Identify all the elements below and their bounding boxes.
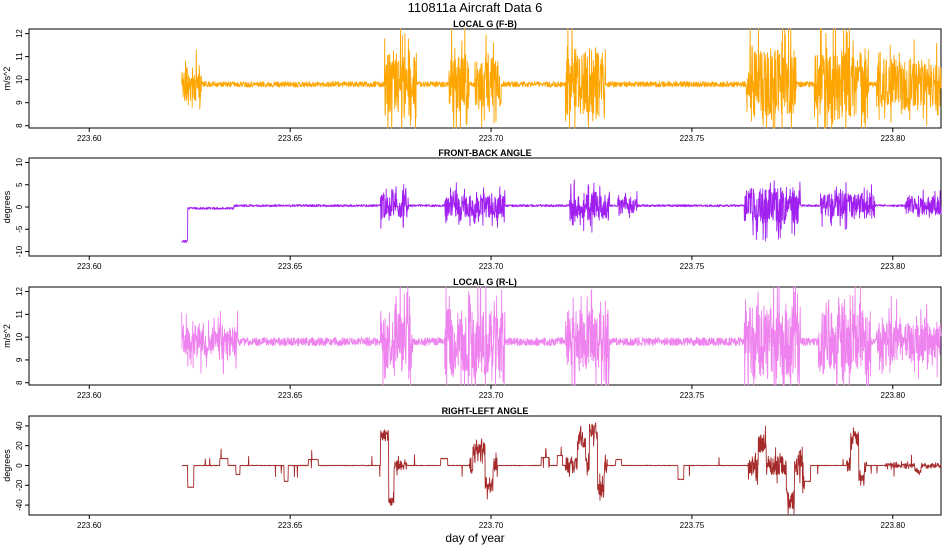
x-tick-label-0-2: 223.70 xyxy=(479,134,504,143)
x-tick-label-1-4: 223.80 xyxy=(881,262,906,271)
series-line-0 xyxy=(181,28,942,129)
series-line-3 xyxy=(181,422,942,516)
x-tick-label-2-4: 223.80 xyxy=(881,391,906,400)
x-tick-label-2-2: 223.70 xyxy=(479,391,504,400)
x-tick-label-3-4: 223.80 xyxy=(881,521,906,530)
y-tick-label-2-2: 10 xyxy=(15,332,24,341)
x-tick-label-1-3: 223.75 xyxy=(680,262,705,271)
y-tick-label-3-2: 0 xyxy=(15,463,24,468)
panel-title-2: LOCAL G (R-L) xyxy=(453,277,517,287)
main-title: 110811a Aircraft Data 6 xyxy=(407,0,543,15)
panel-title-0: LOCAL G (F-B) xyxy=(453,19,517,29)
y-tick-label-2-1: 9 xyxy=(15,357,24,362)
series-line-2 xyxy=(181,286,942,386)
x-tick-label-0-3: 223.75 xyxy=(680,134,705,143)
x-tick-label-3-2: 223.70 xyxy=(479,521,504,530)
x-tick-label-2-1: 223.65 xyxy=(278,391,303,400)
x-tick-label-2-3: 223.75 xyxy=(680,391,705,400)
y-tick-label-2-3: 11 xyxy=(15,310,24,319)
y-axis-label-1: degrees xyxy=(2,190,12,223)
y-tick-label-2-4: 12 xyxy=(15,287,24,296)
x-tick-label-0-4: 223.80 xyxy=(881,134,906,143)
x-tick-label-3-1: 223.65 xyxy=(278,521,303,530)
x-tick-label-3-3: 223.75 xyxy=(680,521,705,530)
x-tick-label-1-0: 223.60 xyxy=(77,262,102,271)
y-tick-label-0-1: 9 xyxy=(15,100,24,105)
x-tick-label-0-0: 223.60 xyxy=(77,134,102,143)
x-tick-label-1-1: 223.65 xyxy=(278,262,303,271)
x-tick-label-2-0: 223.60 xyxy=(77,391,102,400)
x-axis-label: day of year xyxy=(445,531,505,545)
y-tick-label-1-4: 10 xyxy=(15,157,24,166)
panel-title-1: FRONT-BACK ANGLE xyxy=(438,148,531,158)
x-tick-label-0-1: 223.65 xyxy=(278,134,303,143)
y-tick-label-0-3: 11 xyxy=(15,52,24,61)
series-line-1 xyxy=(181,179,942,243)
x-tick-label-1-2: 223.70 xyxy=(479,262,504,271)
y-tick-label-0-0: 8 xyxy=(15,123,24,128)
y-axis-label-0: m/s^2 xyxy=(2,67,12,91)
y-tick-label-0-4: 12 xyxy=(15,29,24,38)
y-tick-label-3-0: -40 xyxy=(15,499,24,511)
y-tick-label-1-2: 0 xyxy=(15,204,24,209)
y-tick-label-1-3: 5 xyxy=(15,182,24,187)
y-tick-label-3-4: 40 xyxy=(15,421,24,430)
y-axis-label-3: degrees xyxy=(2,449,12,482)
y-tick-label-3-1: -20 xyxy=(15,479,24,491)
y-tick-label-3-3: 20 xyxy=(15,441,24,450)
y-axis-label-2: m/s^2 xyxy=(2,324,12,348)
y-tick-label-1-0: -10 xyxy=(15,245,24,257)
y-tick-label-0-2: 10 xyxy=(15,75,24,84)
y-tick-label-2-0: 8 xyxy=(15,380,24,385)
panel-title-3: RIGHT-LEFT ANGLE xyxy=(442,406,529,416)
y-tick-label-1-1: -5 xyxy=(15,225,24,233)
x-tick-label-3-0: 223.60 xyxy=(77,521,102,530)
